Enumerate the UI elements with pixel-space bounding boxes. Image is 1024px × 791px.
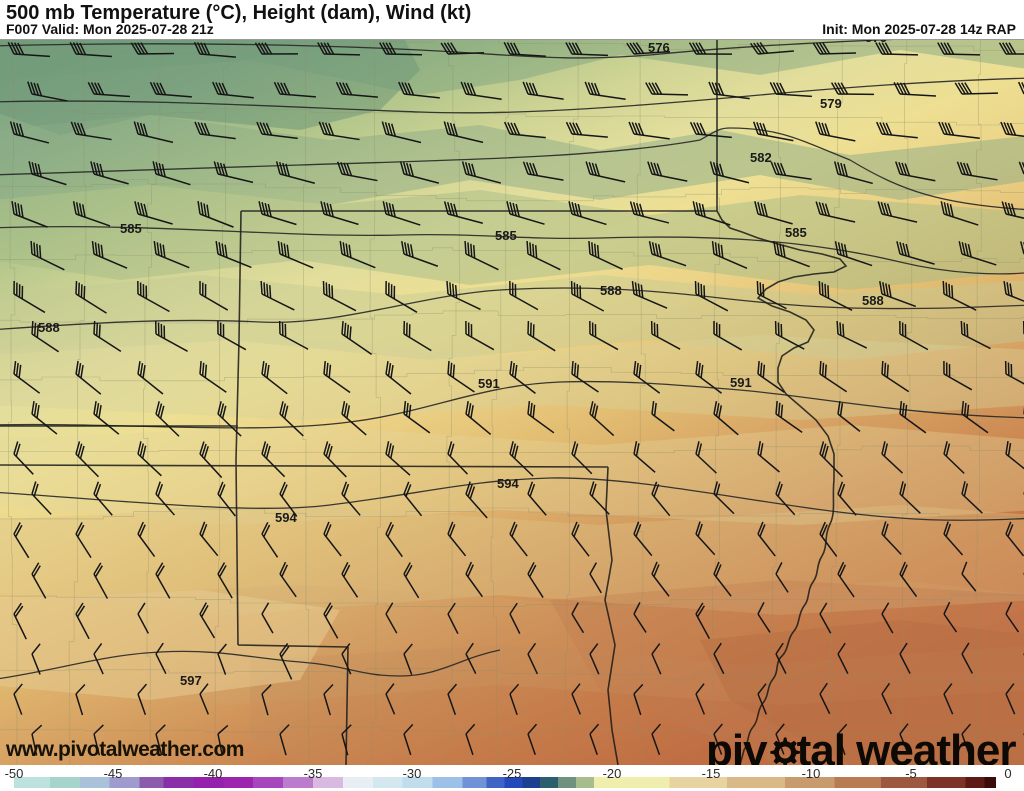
svg-text:582: 582 [750, 150, 772, 165]
svg-text:588: 588 [862, 293, 884, 308]
svg-text:597: 597 [180, 673, 202, 688]
svg-text:594: 594 [497, 476, 519, 491]
svg-text:585: 585 [785, 225, 807, 240]
svg-text:588: 588 [38, 320, 60, 335]
svg-text:591: 591 [478, 376, 500, 391]
svg-text:585: 585 [120, 221, 142, 236]
svg-text:591: 591 [730, 375, 752, 390]
svg-text:588: 588 [600, 283, 622, 298]
svg-text:579: 579 [820, 96, 842, 111]
svg-text:585: 585 [495, 228, 517, 243]
